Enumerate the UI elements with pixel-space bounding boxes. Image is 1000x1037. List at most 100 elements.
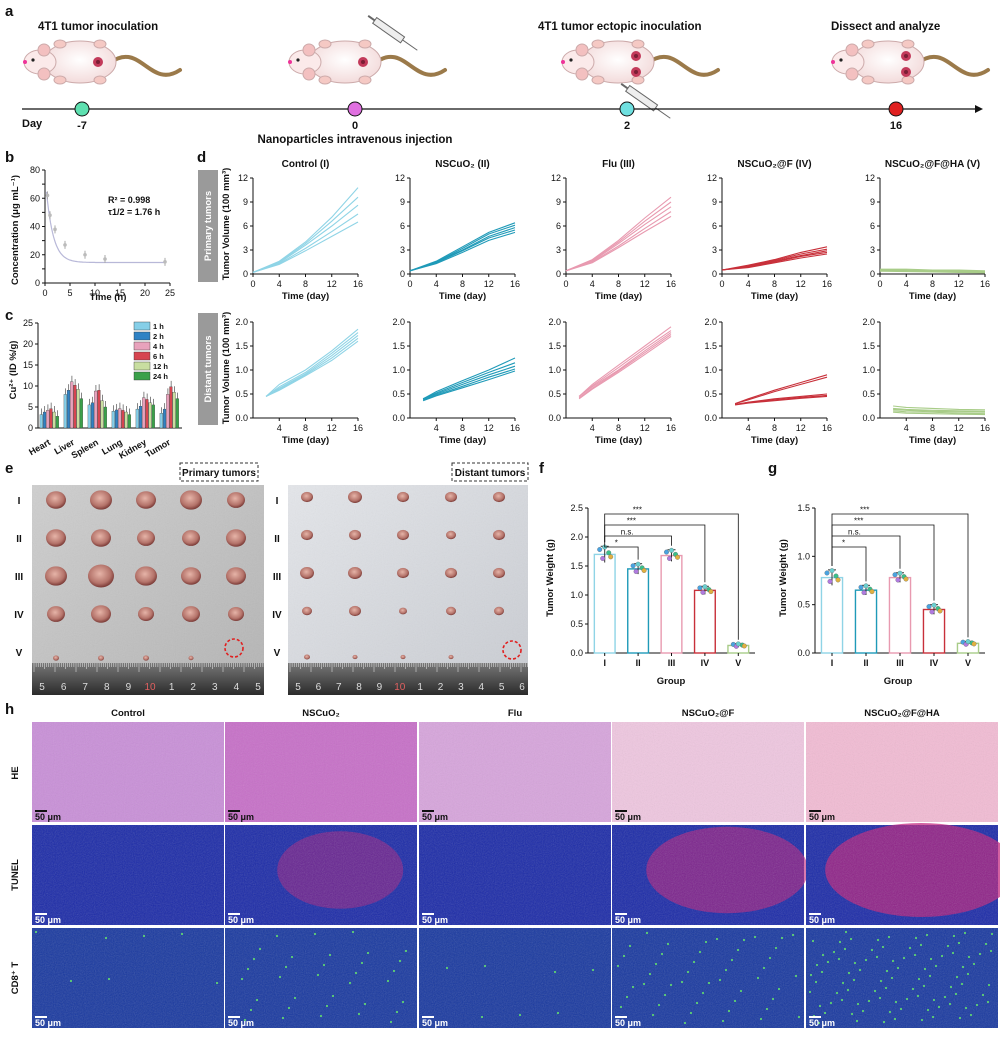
histology-texture <box>419 928 611 1028</box>
panel-c-legend-label: 6 h <box>153 352 164 361</box>
panel-b-point <box>83 252 87 257</box>
panel-label-f: f <box>539 460 545 477</box>
syringe-icon <box>620 83 671 119</box>
distant-missing-tumor-circle <box>502 640 522 660</box>
growth-xtick-label: 16 <box>510 279 520 289</box>
panel-c-bar <box>121 410 125 429</box>
panel-label-c: c <box>5 307 13 324</box>
mouse-paw <box>53 39 67 49</box>
growth-xtick-label: 16 <box>980 423 990 433</box>
panel-c-bar <box>162 408 167 429</box>
panel-c-legend-swatch <box>133 341 151 351</box>
panel-d-ylabel-distant: Tumor Volume (100 mm³) <box>221 312 232 425</box>
mouse-paw <box>318 39 332 49</box>
f-significance-label: n.s. <box>621 528 634 537</box>
f-data-point <box>700 589 706 595</box>
primary-tumor <box>45 566 67 586</box>
g-bar <box>854 589 878 654</box>
ruler-number: 10 <box>394 682 406 693</box>
primary-tumor <box>88 564 114 588</box>
growth-ytick-label: 12 <box>395 173 405 183</box>
growth-ytick-label: 9 <box>243 197 248 207</box>
ruler-number: 4 <box>234 682 240 693</box>
mouse-tumor-core <box>634 70 638 74</box>
ruler-number: 7 <box>82 682 88 693</box>
distant-tumor <box>399 607 407 615</box>
growth-ytick-label: 0.5 <box>862 389 875 399</box>
distant-title-box <box>451 462 529 482</box>
growth-ytick-label: 0.0 <box>862 413 875 423</box>
ruler-number: 10 <box>144 682 156 693</box>
panel-b-point <box>53 227 57 232</box>
primary-title-box <box>179 462 259 482</box>
f-data-point <box>702 584 708 590</box>
primary-tumor <box>98 655 104 661</box>
growth-xtick-label: 16 <box>822 423 832 433</box>
growth-curve <box>252 196 359 273</box>
scale-bar-label: 50 μm <box>422 1018 448 1028</box>
growth-xtick-label: 8 <box>772 423 777 433</box>
g-ytick-label: 1.0 <box>797 551 810 561</box>
g-data-point <box>835 577 841 583</box>
mouse-ear <box>845 43 859 57</box>
growth-xtick-label: 4 <box>434 279 439 289</box>
growth-xtick-label: 12 <box>640 279 650 289</box>
histology-texture <box>419 722 611 822</box>
panel-c-bar <box>118 408 122 429</box>
day-value-minus7: -7 <box>77 120 87 132</box>
histology-image: 50 μm <box>419 825 611 925</box>
distant-tumor <box>349 605 361 617</box>
mouse-tumor-core <box>904 70 908 74</box>
histology-image: 50 μm <box>612 825 809 925</box>
row-label-bg-distant <box>198 313 218 425</box>
growth-xtick-label: 12 <box>954 423 964 433</box>
panel-c-legend-label: 12 h <box>153 362 168 371</box>
injection-label: Nanoparticles intravenous injection <box>258 134 453 146</box>
distant-tumor <box>397 567 409 579</box>
scale-bar-label: 50 μm <box>35 915 61 925</box>
distant-row-label: II <box>274 534 280 545</box>
growth-xtick-label: 4 <box>277 279 282 289</box>
ruler-number: 2 <box>190 682 196 693</box>
growth-ytick-label: 0.0 <box>704 413 717 423</box>
mouse-tail <box>108 54 182 77</box>
panel-c-bar <box>52 411 56 429</box>
growth-ytick-label: 12 <box>707 173 717 183</box>
day-label: Day <box>22 118 43 130</box>
growth-ytick-label: 6 <box>712 221 717 231</box>
panel-b-ytick-label: 20 <box>30 250 40 260</box>
panel-b-point <box>45 193 50 198</box>
growth-ytick-label: 2.0 <box>392 317 405 327</box>
growth-xlabel: Time (day) <box>282 435 329 446</box>
g-xtick-label: IV <box>930 658 939 668</box>
f-data-point <box>669 547 674 553</box>
scale-bar-label: 50 μm <box>809 915 835 925</box>
mouse-tumor-core <box>634 54 638 58</box>
syringe-icon <box>367 15 418 51</box>
scale-bar-label: 50 μm <box>809 1018 835 1028</box>
f-bar <box>593 553 616 654</box>
primary-tumor <box>135 566 157 586</box>
mouse-illustrations <box>23 15 990 119</box>
growth-xlabel: Time (day) <box>439 435 486 446</box>
growth-subplot-title: Control (I) <box>282 159 330 170</box>
ruler-number: 5 <box>39 682 45 693</box>
distant-tumor <box>446 530 456 540</box>
mouse-tumor-core <box>904 54 908 58</box>
growth-subplot: Control (I) 0 3 6 9 12 0 4 8 12 16 Time (day) <box>238 159 363 302</box>
g-data-point <box>833 573 839 579</box>
g-data-point <box>869 589 875 595</box>
mouse-eye <box>569 58 573 62</box>
histology-texture <box>806 928 998 1028</box>
g-significance-label: * <box>842 539 845 548</box>
histology-image: 50 μm <box>806 823 1000 925</box>
growth-ytick-label: 3 <box>870 245 875 255</box>
histology-texture <box>32 928 224 1028</box>
g-xtick-label: II <box>863 658 868 668</box>
primary-tumor <box>136 491 156 509</box>
growth-xlabel: Time (day) <box>282 291 329 302</box>
panel-label-a: a <box>5 3 14 20</box>
growth-ytick-label: 2.0 <box>704 317 717 327</box>
growth-curve <box>565 215 672 272</box>
primary-tumor <box>182 530 200 546</box>
